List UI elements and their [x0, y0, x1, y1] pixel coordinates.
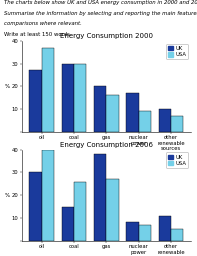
Bar — [74, 64, 86, 132]
Bar — [94, 154, 106, 241]
Legend: UK, USA: UK, USA — [166, 44, 189, 59]
Y-axis label: %: % — [5, 84, 10, 89]
Y-axis label: %: % — [5, 193, 10, 198]
Bar — [139, 225, 151, 241]
Bar — [126, 222, 139, 241]
Legend: UK, USA: UK, USA — [166, 152, 189, 168]
Title: Energy Consumption 2006: Energy Consumption 2006 — [60, 142, 153, 148]
Text: The charts below show UK and USA energy consumption in 2000 and 2006.: The charts below show UK and USA energy … — [4, 0, 197, 5]
Bar — [62, 64, 74, 132]
Text: Write at least 150 words.: Write at least 150 words. — [4, 32, 72, 37]
Bar — [159, 109, 171, 132]
Bar — [62, 207, 74, 241]
Title: Energy Consumption 2000: Energy Consumption 2000 — [60, 33, 153, 39]
Bar — [126, 93, 139, 132]
Bar — [159, 216, 171, 241]
Bar — [29, 70, 42, 132]
Text: comparisons where relevant.: comparisons where relevant. — [4, 21, 82, 26]
Bar — [106, 95, 119, 132]
Bar — [94, 87, 106, 132]
Bar — [42, 150, 54, 241]
Bar — [29, 173, 42, 241]
Bar — [74, 182, 86, 241]
Bar — [139, 111, 151, 132]
Text: Summarise the information by selecting and reporting the main features, and make: Summarise the information by selecting a… — [4, 11, 197, 16]
Bar — [106, 179, 119, 241]
Bar — [171, 116, 183, 132]
Bar — [42, 48, 54, 132]
Bar — [171, 229, 183, 241]
